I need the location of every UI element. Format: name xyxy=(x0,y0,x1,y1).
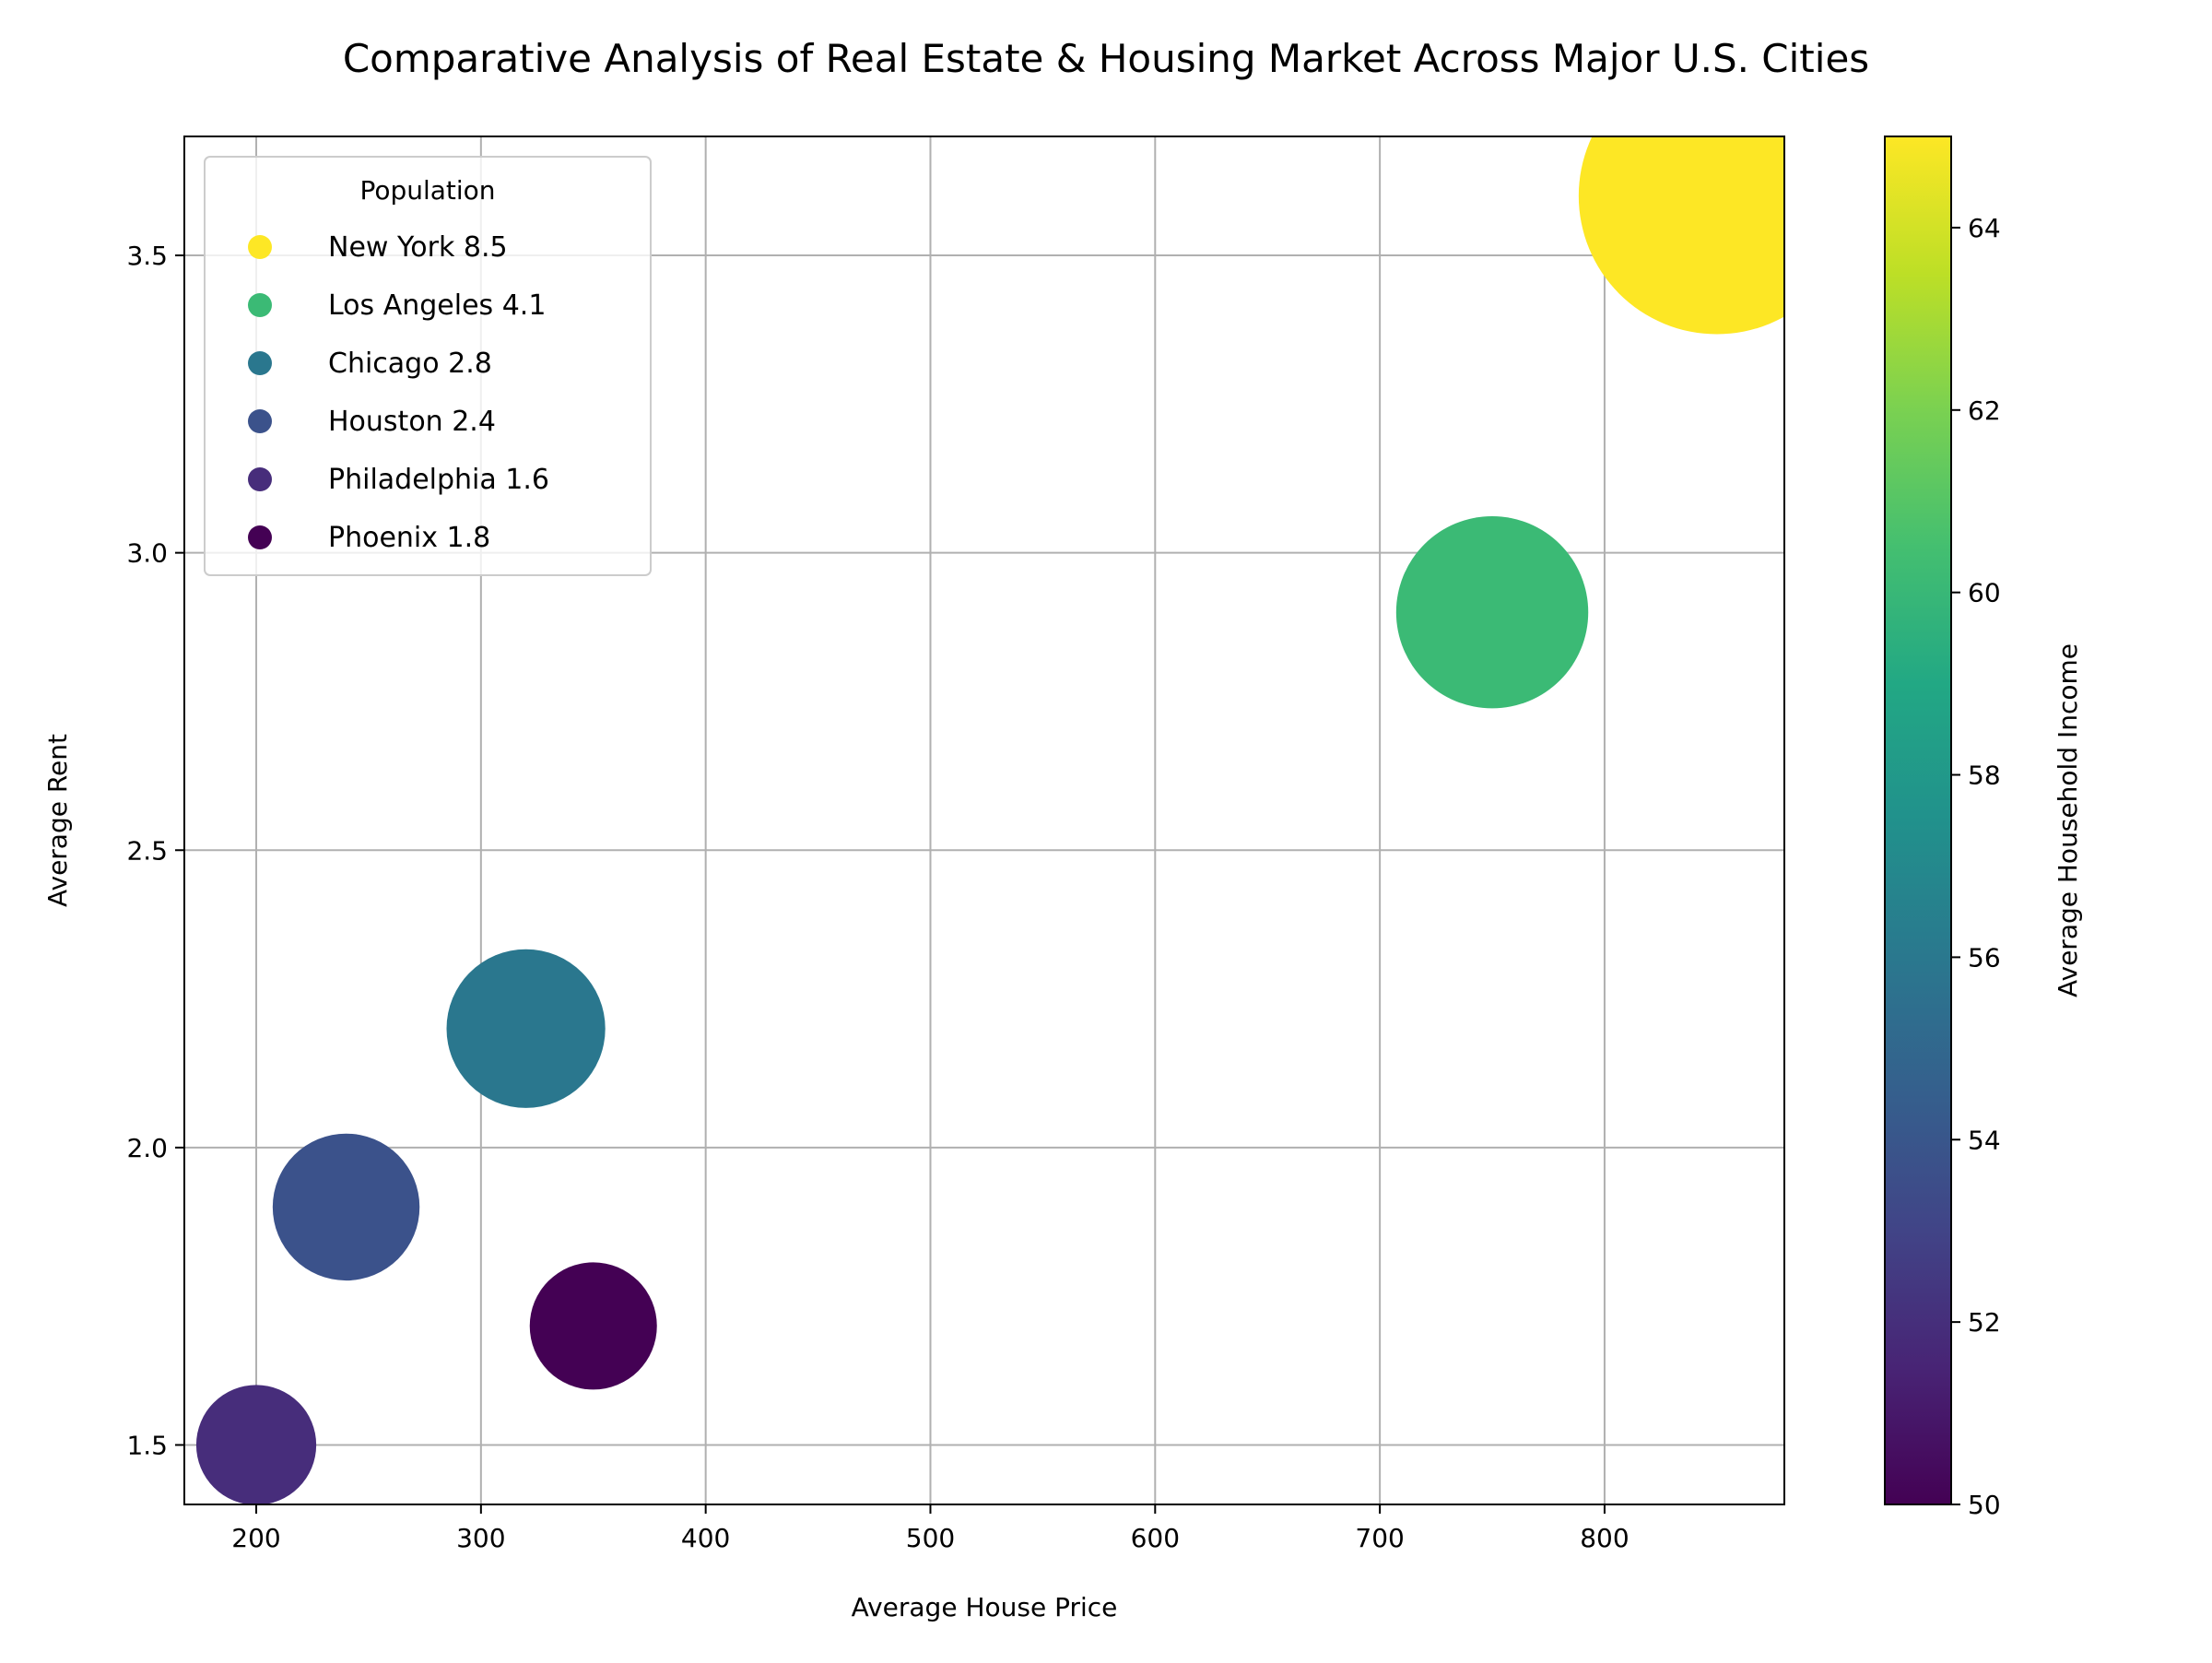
colorbar-tick-label: 54 xyxy=(1968,1125,2001,1155)
x-tick-label: 500 xyxy=(906,1523,955,1553)
legend-items: New York 8.5 Los Angeles 4.1 Chicago 2.8 Ho… xyxy=(248,231,549,554)
colorbar-tick-label: 56 xyxy=(1968,942,2001,973)
colorbar-tick-label: 50 xyxy=(1968,1490,2001,1520)
x-tick-label: 400 xyxy=(681,1523,730,1553)
y-axis-label: Average Rent xyxy=(42,734,73,907)
legend-marker xyxy=(248,409,272,433)
legend-item: Houston 2.4 xyxy=(248,406,496,438)
legend-item: Phoenix 1.8 xyxy=(248,522,490,554)
legend-label: New York 8.5 xyxy=(328,231,508,264)
y-axis-ticks: 1.5 2.0 2.5 3.0 3.5 xyxy=(126,241,184,1460)
legend: Population New York 8.5 Los Angeles 4.1 Ch… xyxy=(204,156,652,576)
legend-item: New York 8.5 xyxy=(248,231,508,264)
legend-frame xyxy=(204,156,652,576)
legend-item: Chicago 2.8 xyxy=(248,348,492,380)
x-axis-label: Average House Price xyxy=(852,1592,1118,1622)
colorbar-tick-label: 58 xyxy=(1968,761,2001,791)
bubble-phoenix xyxy=(529,1262,657,1390)
colorbar-tick-label: 60 xyxy=(1968,578,2001,608)
colorbar-frame xyxy=(1884,136,1952,1505)
y-tick-label: 2.5 xyxy=(126,835,168,866)
legend-label: Phoenix 1.8 xyxy=(328,522,490,554)
x-tick-label: 300 xyxy=(456,1523,505,1553)
legend-marker xyxy=(248,351,272,375)
legend-item: Los Angeles 4.1 xyxy=(248,289,546,322)
x-tick-label: 700 xyxy=(1355,1523,1404,1553)
y-tick-label: 1.5 xyxy=(126,1430,168,1460)
x-tick-label: 200 xyxy=(231,1523,280,1553)
legend-marker xyxy=(248,525,272,549)
colorbar-tick-label: 62 xyxy=(1968,395,2001,426)
x-axis-ticks: 200 300 400 500 600 700 800 xyxy=(231,1504,1630,1553)
x-tick-label: 800 xyxy=(1580,1523,1629,1553)
bubble-chicago xyxy=(446,949,606,1108)
y-tick-label: 3.5 xyxy=(126,241,168,271)
bubble-new-york xyxy=(1578,136,1784,335)
legend-label: Chicago 2.8 xyxy=(328,348,492,380)
data-points xyxy=(195,136,1784,1504)
bubble-philadelphia xyxy=(195,1385,317,1504)
y-tick-label: 2.0 xyxy=(126,1133,168,1163)
bubble-houston xyxy=(272,1133,420,1281)
colorbar-ticks: 50 52 54 56 58 60 62 64 xyxy=(1951,213,2001,1520)
colorbar-gradient xyxy=(1885,136,1951,1504)
legend-marker xyxy=(248,467,272,491)
plot-frame xyxy=(183,136,1785,1505)
legend-marker xyxy=(248,293,272,317)
legend-label: Los Angeles 4.1 xyxy=(328,289,546,322)
legend-marker xyxy=(248,235,272,259)
colorbar-label: Average Household Income xyxy=(2053,643,2083,997)
legend-title: Population xyxy=(359,175,495,206)
chart-title: Comparative Analysis of Real Estate & Ho… xyxy=(343,36,1869,81)
x-tick-label: 600 xyxy=(1131,1523,1180,1553)
bubble-los-angeles xyxy=(1395,515,1589,709)
y-tick-label: 3.0 xyxy=(126,538,168,569)
colorbar-tick-label: 52 xyxy=(1968,1307,2001,1338)
legend-label: Philadelphia 1.6 xyxy=(328,464,549,496)
colorbar-tick-label: 64 xyxy=(1968,213,2001,243)
legend-label: Houston 2.4 xyxy=(328,406,496,438)
colorbar: 50 52 54 56 58 60 62 64 Average Household Incom… xyxy=(1884,136,2083,1520)
legend-item: Philadelphia 1.6 xyxy=(248,464,549,496)
